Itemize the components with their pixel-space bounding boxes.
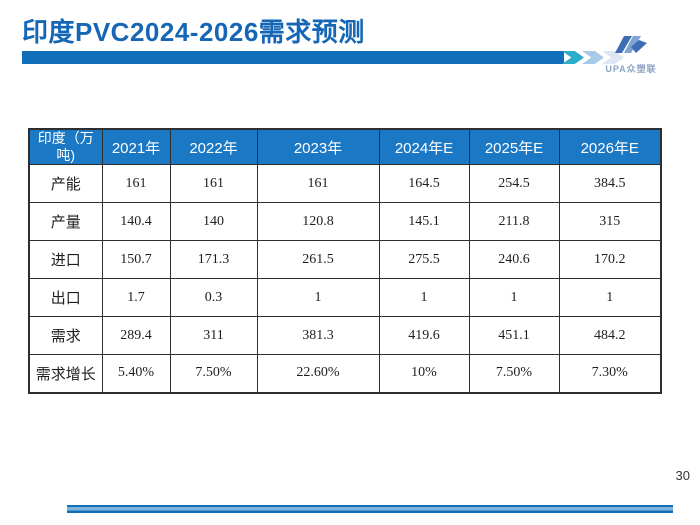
table-column-header: 2026年E — [558, 128, 662, 165]
page-title: 印度PVC2024-2026需求预测 — [22, 17, 365, 47]
table-cell-value: 240.6 — [468, 240, 560, 279]
table-row: 需求增长 5.40% 7.50% 22.60% 10% 7.50% 7.30% — [28, 354, 662, 393]
table-cell-value: 261.5 — [256, 240, 380, 279]
table-cell-value: 140 — [169, 202, 258, 241]
table-cell-value: 171.3 — [169, 240, 258, 279]
table-cell-value: 1 — [468, 278, 560, 317]
table-cell-value: 315 — [558, 202, 662, 241]
table-header-row: 印度（万吨) 2021年 2022年 2023年 2024年E 2025年E 2026年E — [28, 128, 662, 165]
table-row-label: 需求增长 — [28, 354, 103, 393]
table-cell-value: 1 — [558, 278, 662, 317]
table-column-header: 2021年 — [101, 128, 171, 165]
table-column-header: 2022年 — [169, 128, 258, 165]
demand-forecast-table: 印度（万吨) 2021年 2022年 2023年 2024年E 2025年E 2026年E … — [28, 128, 662, 394]
table-cell-value: 10% — [378, 354, 470, 393]
table-cell-value: 0.3 — [169, 278, 258, 317]
table-cell-value: 311 — [169, 316, 258, 355]
table-cell-value: 120.8 — [256, 202, 380, 241]
table-column-header: 2023年 — [256, 128, 380, 165]
table-cell-value: 1 — [378, 278, 470, 317]
table-cell-value: 170.2 — [558, 240, 662, 279]
table-cell-value: 5.40% — [101, 354, 171, 393]
table-corner-header: 印度（万吨) — [28, 128, 103, 165]
page-number: 30 — [675, 468, 690, 483]
bottom-accent-bar — [67, 505, 673, 513]
table-cell-value: 1 — [256, 278, 380, 317]
logo-mark-icon — [615, 36, 647, 53]
table-row-label: 进口 — [28, 240, 103, 279]
table-row-label: 产量 — [28, 202, 103, 241]
table-row: 产能 161 161 161 164.5 254.5 384.5 — [28, 164, 662, 203]
table-cell-value: 145.1 — [378, 202, 470, 241]
table-column-header: 2024年E — [378, 128, 470, 165]
table-cell-value: 22.60% — [256, 354, 380, 393]
table-row-label: 出口 — [28, 278, 103, 317]
table-row: 进口 150.7 171.3 261.5 275.5 240.6 170.2 — [28, 240, 662, 279]
table-row: 产量 140.4 140 120.8 145.1 211.8 315 — [28, 202, 662, 241]
logo-text: UPA众塑联 — [605, 64, 657, 74]
table-cell-value: 211.8 — [468, 202, 560, 241]
table-cell-value: 254.5 — [468, 164, 560, 203]
table-cell-value: 140.4 — [101, 202, 171, 241]
chevron-right-icon — [582, 51, 604, 64]
table-cell-value: 275.5 — [378, 240, 470, 279]
table-cell-value: 484.2 — [558, 316, 662, 355]
table-cell-value: 7.50% — [468, 354, 560, 393]
chevron-right-icon — [562, 51, 584, 64]
table-row: 需求 289.4 311 381.3 419.6 451.1 484.2 — [28, 316, 662, 355]
table-cell-value: 1.7 — [101, 278, 171, 317]
chevron-right-icon — [602, 51, 624, 64]
table-cell-value: 7.30% — [558, 354, 662, 393]
table-column-header: 2025年E — [468, 128, 560, 165]
table-cell-value: 384.5 — [558, 164, 662, 203]
table-cell-value: 161 — [169, 164, 258, 203]
table-cell-value: 161 — [256, 164, 380, 203]
table-row: 出口 1.7 0.3 1 1 1 1 — [28, 278, 662, 317]
table-cell-value: 419.6 — [378, 316, 470, 355]
table-cell-value: 381.3 — [256, 316, 380, 355]
table-cell-value: 451.1 — [468, 316, 560, 355]
table-cell-value: 150.7 — [101, 240, 171, 279]
table-row-label: 产能 — [28, 164, 103, 203]
table-cell-value: 289.4 — [101, 316, 171, 355]
table-cell-value: 164.5 — [378, 164, 470, 203]
table-cell-value: 7.50% — [169, 354, 258, 393]
table-row-label: 需求 — [28, 316, 103, 355]
company-logo: UPA众塑联 — [596, 33, 666, 74]
table-cell-value: 161 — [101, 164, 171, 203]
title-underline-bar — [22, 51, 564, 64]
